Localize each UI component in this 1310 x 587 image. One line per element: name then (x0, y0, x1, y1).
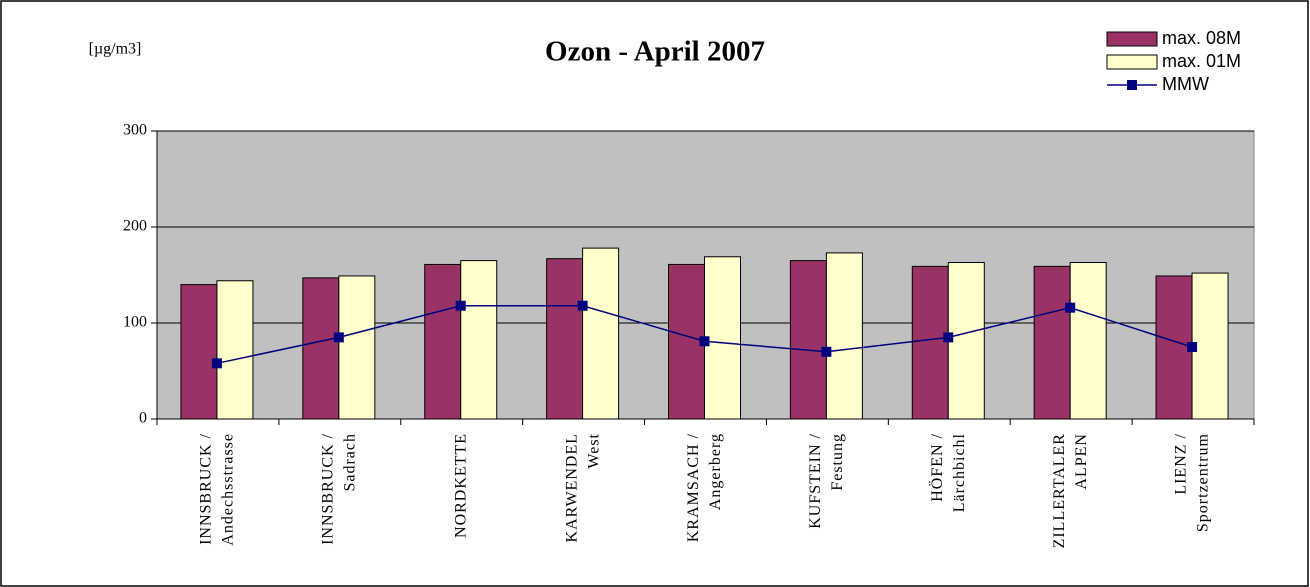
marker (577, 300, 588, 311)
bar (704, 256, 741, 420)
legend-swatch (1106, 54, 1158, 70)
y-tick-label: 200 (123, 218, 147, 235)
bar (460, 260, 498, 420)
legend-swatch (1127, 80, 1137, 90)
bar (825, 252, 863, 420)
bar (947, 262, 985, 420)
x-tick-label: Angerberg (707, 433, 724, 510)
marker (333, 332, 344, 343)
bar (302, 277, 340, 420)
x-tick-label: KRAMSACH / (685, 433, 702, 542)
x-tick-label: Andechsstrasse (220, 433, 237, 546)
bar (1155, 275, 1193, 420)
bar (1033, 265, 1071, 420)
x-tick-label: LIENZ / (1173, 433, 1190, 495)
y-tick-label: 0 (139, 410, 147, 427)
bar (546, 258, 584, 420)
legend-swatch (1106, 31, 1158, 47)
bar (216, 280, 254, 420)
bar (668, 263, 705, 420)
legend-label: max. 08M (1162, 28, 1241, 48)
marker (211, 358, 222, 369)
legend-label: max. 01M (1162, 51, 1241, 71)
x-tick-label: INNSBRUCK / (198, 433, 215, 545)
bar (1191, 272, 1229, 420)
bar (789, 260, 827, 420)
legend-label: MMW (1162, 74, 1209, 94)
bar (911, 265, 949, 420)
x-tick-label: KARWENDEL (563, 433, 580, 542)
x-tick-label: NORDKETTE (452, 433, 469, 538)
x-tick-label: KUFSTEIN / (807, 433, 824, 529)
x-tick-label: INNSBRUCK / (320, 433, 337, 545)
y-tick-label: 100 (123, 314, 147, 331)
y-axis-unit: [µg/m3] (89, 41, 142, 58)
marker (943, 332, 954, 343)
bar (180, 284, 218, 420)
y-tick-label: 300 (123, 122, 147, 139)
bar (1069, 262, 1107, 420)
x-tick-label: Sadrach (342, 433, 359, 492)
x-tick-label: Sportzentrum (1195, 433, 1212, 532)
bar (338, 275, 376, 420)
marker (699, 336, 710, 347)
x-tick-label: ZILLERTALER (1051, 433, 1068, 548)
marker (455, 300, 466, 311)
marker (1187, 342, 1198, 352)
x-tick-label: HÖFEN / (928, 433, 946, 502)
marker (821, 346, 832, 357)
chart-title: Ozon - April 2007 (545, 36, 765, 68)
x-tick-label: ALPEN (1073, 433, 1090, 490)
x-tick-label: Lärchbichl (951, 433, 968, 512)
x-tick-label: Festung (829, 433, 846, 491)
marker (1065, 302, 1076, 313)
bar (582, 247, 620, 420)
bar (424, 263, 462, 420)
x-tick-label: West (585, 433, 602, 469)
